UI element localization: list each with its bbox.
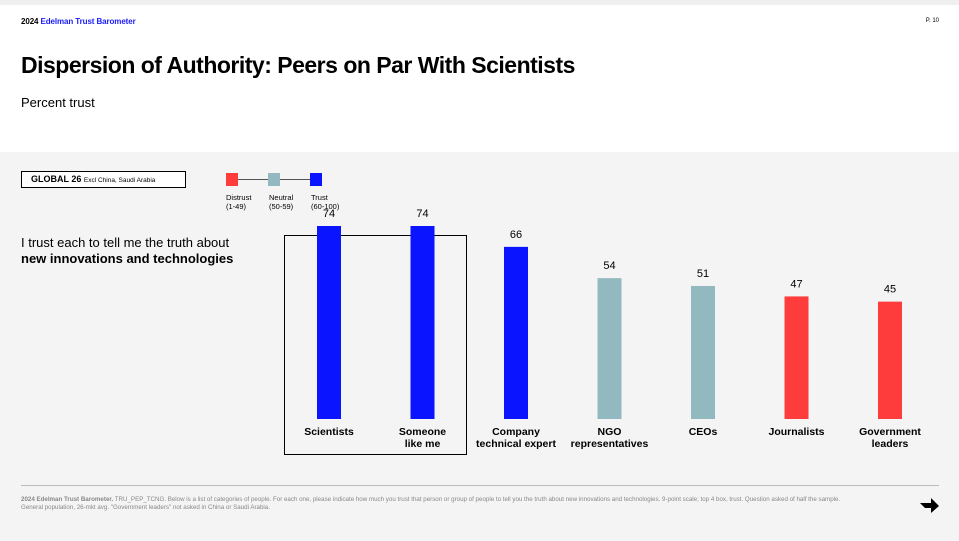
bar-value-label: 51 bbox=[697, 268, 709, 280]
bar-value-label: 45 bbox=[884, 284, 896, 296]
global-label: GLOBAL 26 bbox=[31, 174, 82, 184]
bar-2 bbox=[504, 246, 528, 419]
footnote-text: TRU_PEP_TCNG. Below is a list of categor… bbox=[21, 496, 841, 511]
brand-name: Edelman Trust Barometer bbox=[40, 17, 136, 26]
footer-divider bbox=[21, 485, 939, 486]
bar-value-label: 54 bbox=[603, 260, 615, 272]
category-label: CEOs bbox=[688, 426, 718, 438]
page-number: P. 10 bbox=[925, 18, 939, 24]
brand-year: 2024 bbox=[21, 17, 39, 26]
legend: Distrust (1-49) Neutral (50-59) Trust (60-1… bbox=[226, 172, 339, 217]
question-line-1: I trust each to tell me the truth about bbox=[21, 235, 230, 250]
category-label: Journalists bbox=[768, 426, 825, 438]
bar-value-label: 74 bbox=[323, 208, 335, 220]
legend-swatch-distrust bbox=[226, 173, 238, 186]
category-label: NGO representatives bbox=[570, 426, 649, 450]
bar-value-label: 74 bbox=[416, 208, 428, 220]
bar-value-label: 66 bbox=[510, 229, 522, 241]
bar-3 bbox=[597, 278, 622, 419]
brand-logo: 2024 Edelman Trust Barometer bbox=[21, 17, 136, 26]
bar-value-label: 47 bbox=[790, 278, 802, 290]
page-title: Dispersion of Authority: Peers on Par Wi… bbox=[21, 52, 575, 78]
category-label: Government leaders bbox=[859, 426, 921, 450]
highlight-box bbox=[284, 235, 467, 455]
edelman-arrow-icon bbox=[920, 498, 939, 513]
bar-0 bbox=[317, 226, 341, 419]
bar-1 bbox=[410, 226, 435, 419]
category-label: Company technical expert bbox=[476, 426, 556, 450]
footnote-source: 2024 Edelman Trust Barometer. bbox=[21, 496, 114, 503]
bar-4 bbox=[691, 285, 715, 419]
bar-5 bbox=[784, 296, 809, 419]
question-text: I trust each to tell me the truth about … bbox=[21, 235, 233, 267]
footnote: 2024 Edelman Trust Barometer. TRU_PEP_TC… bbox=[21, 496, 841, 512]
legend-swatch-neutral bbox=[268, 173, 280, 186]
global-exclusion: Excl China, Saudi Arabia bbox=[83, 177, 156, 184]
legend-label-neutral: Neutral (50-59) bbox=[269, 193, 294, 211]
legend-label-distrust: Distrust (1-49) bbox=[226, 193, 252, 211]
legend-label-trust: Trust (60-100) bbox=[311, 193, 340, 211]
question-line-2: new innovations and technologies bbox=[21, 251, 234, 266]
legend-swatch-trust bbox=[310, 173, 322, 186]
page-subtitle: Percent trust bbox=[21, 95, 95, 110]
bar-6 bbox=[878, 301, 902, 419]
category-label: Scientists bbox=[304, 426, 354, 438]
top-bar bbox=[0, 0, 959, 5]
global-badge: GLOBAL 26 Excl China, Saudi Arabia bbox=[21, 171, 186, 188]
category-label: Someone like me bbox=[398, 426, 447, 450]
